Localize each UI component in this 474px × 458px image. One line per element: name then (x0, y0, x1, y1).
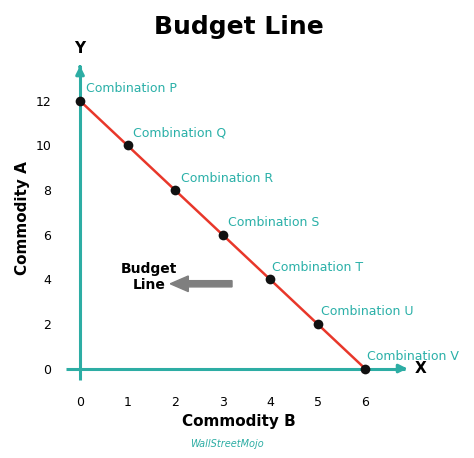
Text: Budget
Line: Budget Line (121, 262, 177, 292)
Text: X: X (415, 361, 427, 376)
Text: Combination U: Combination U (321, 305, 414, 318)
FancyArrow shape (170, 276, 232, 292)
Text: Combination P: Combination P (86, 82, 177, 95)
Text: Combination T: Combination T (273, 261, 364, 274)
X-axis label: Commodity B: Commodity B (182, 414, 296, 429)
Text: Combination S: Combination S (228, 216, 319, 229)
Title: Budget Line: Budget Line (154, 15, 324, 39)
Text: Combination R: Combination R (181, 171, 273, 185)
Y-axis label: Commodity A: Commodity A (15, 161, 30, 275)
Text: WallStreetMojo: WallStreetMojo (190, 439, 264, 449)
Text: Combination Q: Combination Q (133, 127, 227, 140)
Text: Y: Y (74, 41, 86, 56)
Text: Combination V: Combination V (367, 350, 459, 363)
